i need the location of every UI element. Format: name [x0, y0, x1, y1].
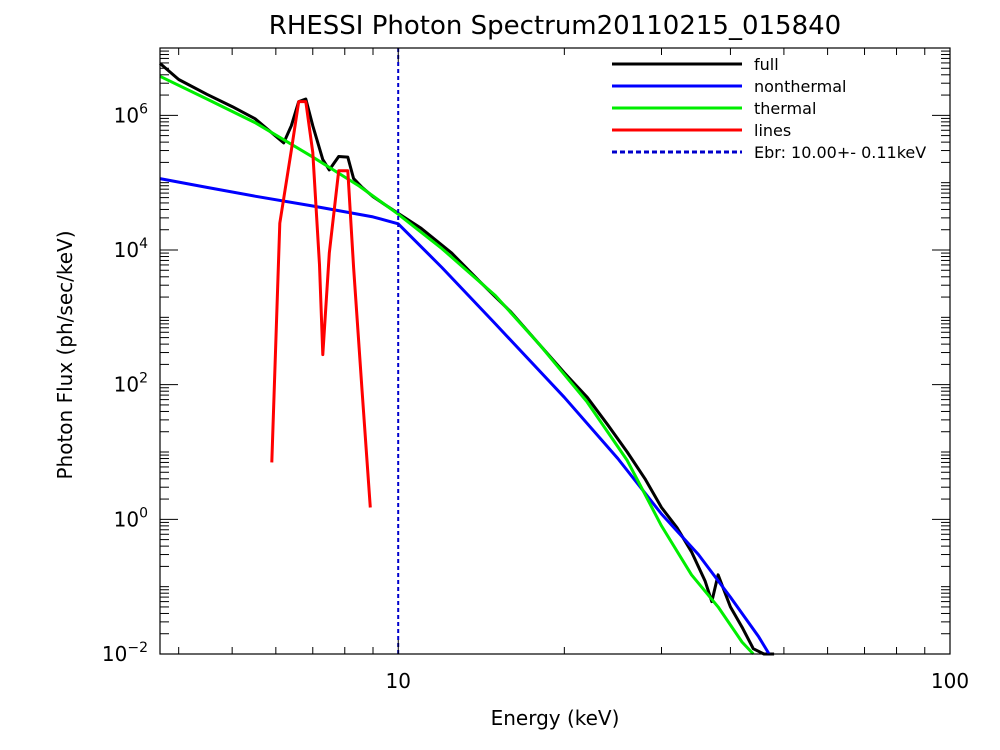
legend-label: lines — [754, 121, 791, 140]
series-line-0 — [159, 62, 775, 656]
chart-title: RHESSI Photon Spectrum20110215_015840 — [269, 11, 841, 41]
series-line-1 — [159, 177, 771, 655]
y-axis-label: Photon Flux (ph/sec/keV) — [53, 230, 77, 479]
y-tick-label: 106 — [114, 101, 148, 127]
legend-label: Ebr: 10.00+- 0.11keV — [754, 143, 926, 162]
legend-label: full — [754, 55, 779, 74]
y-tick-label: 10−2 — [102, 640, 148, 666]
y-tick-label: 104 — [114, 236, 148, 262]
y-tick-label: 100 — [114, 505, 148, 531]
legend-label: thermal — [754, 99, 816, 118]
plot-frame — [159, 47, 951, 655]
legend: full nonthermal thermal lines Ebr: 10.00+- 0… — [612, 55, 926, 162]
series-line-2 — [159, 74, 755, 656]
y-tick-label: 102 — [114, 371, 148, 397]
x-axis-label: Energy (keV) — [491, 706, 620, 730]
x-tick-label: 100 — [931, 669, 969, 693]
series-line-3 — [270, 100, 372, 508]
x-tick-label: 10 — [386, 669, 411, 693]
legend-label: nonthermal — [754, 77, 846, 96]
